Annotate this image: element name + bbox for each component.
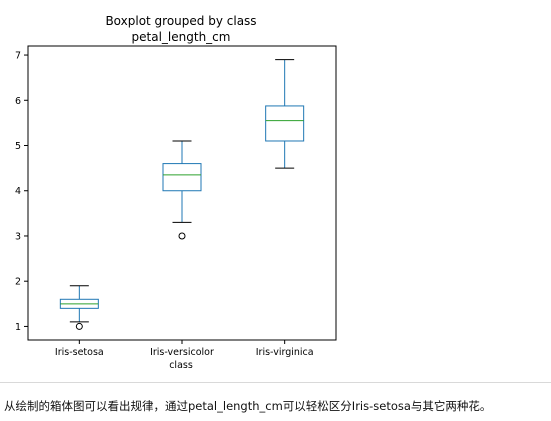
box-group-iris-virginica <box>265 59 305 169</box>
box-group-iris-versicolor <box>162 140 202 240</box>
x-axis: Iris-setosa Iris-versicolor Iris-virginica <box>55 340 314 358</box>
y-axis: 1 2 3 4 5 6 7 <box>15 51 28 333</box>
iqr-box <box>162 163 202 192</box>
boxes <box>59 59 305 330</box>
chart-title: Boxplot grouped by class <box>105 14 256 28</box>
y-tick-label: 6 <box>15 96 21 107</box>
boxplot-chart: Boxplot grouped by class petal_length_cm… <box>15 14 337 371</box>
y-tick-label: 3 <box>15 231 21 242</box>
iqr-box <box>265 105 305 142</box>
x-tick-label: Iris-versicolor <box>150 347 214 358</box>
x-axis-label: class <box>169 360 193 371</box>
x-tick-label: Iris-virginica <box>256 347 314 358</box>
box-group-iris-setosa <box>59 285 99 330</box>
y-tick-label: 5 <box>15 141 21 152</box>
outlier-point <box>75 322 83 330</box>
y-tick-label: 7 <box>15 51 21 62</box>
outlier-point <box>178 232 186 240</box>
divider <box>0 382 551 383</box>
y-tick-label: 2 <box>15 277 21 288</box>
caption-text: 从绘制的箱体图可以看出规律，通过petal_length_cm可以轻松区分Iri… <box>4 399 492 413</box>
chart-subtitle: petal_length_cm <box>132 30 231 44</box>
x-tick-label: Iris-setosa <box>55 347 104 358</box>
y-tick-label: 4 <box>15 186 21 197</box>
y-tick-label: 1 <box>15 322 21 333</box>
